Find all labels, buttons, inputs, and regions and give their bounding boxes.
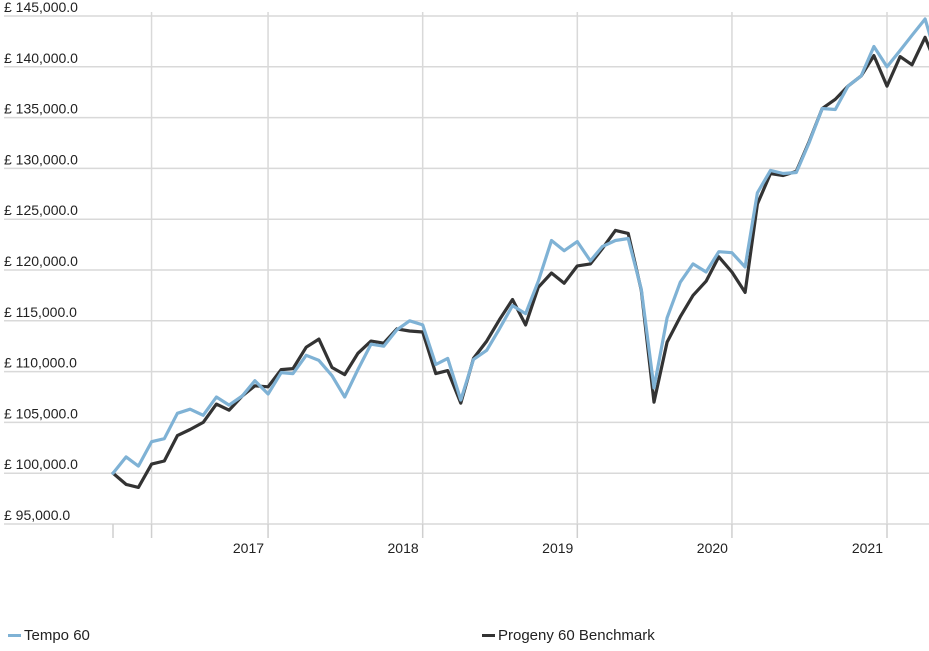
legend-label-tempo-60: Tempo 60 [24,627,90,644]
legend-item-tempo-60: Tempo 60 [8,627,90,644]
series-line-progeny-60-benchmark [111,35,929,489]
legend-item-progeny-60-benchmark: Progeny 60 Benchmark [482,627,655,644]
line-chart: £ 95,000.0 £ 100,000.0 £ 105,000.0 £ 110,00… [4,0,929,556]
x-tick-label: 2019 [542,540,573,556]
y-tick-label: £ 110,000.0 [4,355,77,371]
series-line-tempo-60 [111,17,929,475]
legend-label-progeny-60-benchmark: Progeny 60 Benchmark [498,627,655,644]
y-tick-label: £ 105,000.0 [4,405,78,421]
y-tick-label: £ 100,000.0 [4,456,78,472]
y-tick-label: £ 130,000.0 [4,151,78,167]
series-lines [111,17,929,489]
y-tick-label: £ 95,000.0 [4,507,70,523]
legend-swatch-progeny-60-benchmark [482,634,495,637]
y-tick-label: £ 115,000.0 [4,304,77,320]
x-tick-label: 2017 [233,540,264,556]
vertical-gridlines [112,12,888,538]
plot-area [111,17,929,489]
y-tick-label: £ 140,000.0 [4,50,78,66]
horizontal-gridlines [4,15,929,525]
y-tick-label: £ 135,000.0 [4,101,78,117]
y-axis-tick-labels: £ 95,000.0 £ 100,000.0 £ 105,000.0 £ 110,00… [4,0,78,523]
x-tick-label: 2020 [697,540,728,556]
x-axis-tick-labels: 201720182019202020212022 [233,540,883,556]
x-tick-label: 2021 [852,540,883,556]
y-tick-label: £ 145,000.0 [4,0,78,15]
y-tick-label: £ 125,000.0 [4,202,78,218]
legend-swatch-tempo-60 [8,634,21,637]
y-tick-label: £ 120,000.0 [4,253,78,269]
x-tick-label: 2018 [388,540,419,556]
